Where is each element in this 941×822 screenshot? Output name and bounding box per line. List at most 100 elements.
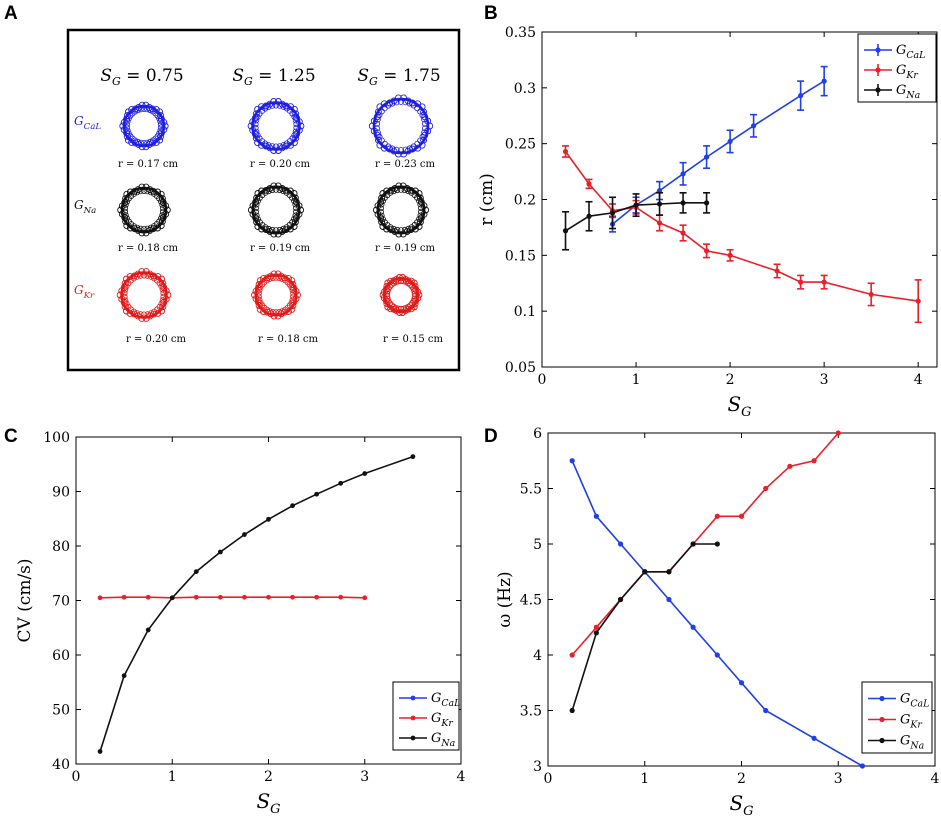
y-tick-label: 60 [52,648,70,664]
ring-marker [269,187,276,194]
x-axis-label: SG [727,392,751,420]
data-point-na [121,673,127,679]
ring-marker [394,226,401,233]
data-point-kr [787,463,793,469]
ring-marker [253,194,261,202]
ring-marker [290,298,298,306]
ring-marker [149,105,156,113]
ring-marker [254,132,261,139]
ring-marker [144,311,151,318]
ring-marker [159,201,166,208]
panel-a-frame [66,28,461,372]
ring-marker [154,224,162,232]
ring-marker [293,121,300,128]
ring-marker [125,218,132,225]
ring-marker [269,275,276,282]
x-tick-label: 3 [834,771,843,787]
ring-outline [254,273,298,317]
series-na [569,541,720,714]
ring-marker [161,122,169,130]
data-point-kr [266,594,271,600]
ring-marker [158,195,166,203]
data-point-na [690,541,696,547]
ring-outline [122,104,166,148]
data-point-na [266,516,271,522]
row-label-kr-base: G [74,283,84,297]
data-point-cal [821,78,827,84]
ring-marker [118,202,126,210]
ring-marker [421,116,428,123]
series-line-kr [100,596,365,599]
ring-outline [120,271,168,319]
ring-marker [414,144,422,152]
row-label-kr: GKr [74,283,95,301]
ring-marker [124,124,131,131]
ring-marker [391,228,399,235]
data-point-cal [751,123,757,129]
panel-label-c: C [4,426,18,447]
ring-marker [122,217,130,225]
x-axis-label-s: S [256,789,270,813]
ring-marker [144,139,151,146]
ring-marker [159,303,167,311]
ring-marker [267,310,275,318]
x-axis-label: SG [256,789,280,817]
y-tick-label: 0.35 [505,25,536,41]
data-point-kr [593,624,599,630]
data-point-na [642,569,648,575]
ring-pattern [247,98,305,154]
column-title-number: 1.25 [278,66,316,86]
data-point-na [169,595,175,601]
ring-marker [123,190,131,198]
ring-marker [157,121,164,128]
ring-marker [122,208,129,215]
ring-marker [379,291,387,299]
ring-marker [401,187,408,194]
x-tick-label: 4 [931,771,940,787]
data-point-kr [338,594,344,600]
ring-marker [408,99,416,107]
legend-swatch-marker [410,735,416,741]
ring-pattern [116,268,172,322]
ring-marker [159,286,166,293]
ring-marker [378,194,386,202]
ring-marker [285,308,292,316]
ring-marker [289,194,296,201]
ring-marker [419,112,426,119]
radius-label: r = 0.15 cm [383,334,444,345]
data-point-na [593,630,599,636]
row-label-cal-base: G [74,114,84,128]
column-title-s: S [100,66,112,86]
ring-marker [140,187,147,194]
ring-marker [160,118,168,126]
ring-marker [252,208,259,215]
legend-label-kr: GKr [896,63,918,81]
ring-marker [292,134,300,142]
data-point-kr [821,279,827,285]
legend-label-cal-sub: CaL [906,50,925,61]
x-tick-label: 1 [168,769,177,785]
ring-marker [152,138,160,146]
data-point-kr [727,252,733,258]
series-cal [609,65,828,233]
ring-marker [131,310,138,318]
ring-marker [255,293,262,300]
data-point-na [314,491,320,497]
data-point-na [703,200,710,206]
legend-label-cal-base: G [900,692,910,707]
legend-item-kr: GKr [399,711,453,729]
ring-marker [122,212,129,219]
ring-marker [122,297,129,304]
ring-marker [277,272,285,280]
ring-marker [254,284,262,292]
y-tick-label: 5 [533,537,542,553]
ring-marker [417,201,424,208]
data-point-kr [656,220,663,226]
data-point-kr [811,458,817,464]
ring-marker [146,270,154,278]
ring-marker [158,307,166,315]
data-point-na [97,749,103,754]
ring-marker [378,212,385,219]
legend-swatch-marker [410,715,416,721]
